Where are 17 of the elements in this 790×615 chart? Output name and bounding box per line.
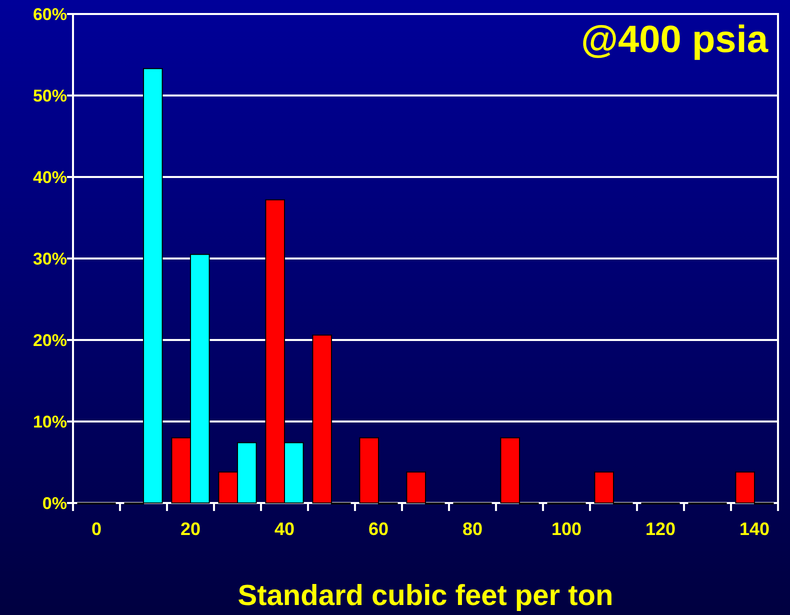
x-tick-label: 120: [645, 519, 676, 539]
y-tick-label: 60%: [32, 4, 67, 24]
y-tick-label: 30%: [32, 249, 67, 268]
y-tick-label: 40%: [32, 168, 67, 187]
x-tick-label: 0: [91, 519, 102, 539]
x-tick-label: 80: [462, 519, 483, 539]
x-tick-label: 60: [368, 519, 389, 539]
x-tick-label: 100: [551, 519, 582, 539]
x-tick-label: 40: [274, 519, 295, 539]
y-tick-label: 0%: [42, 494, 67, 513]
y-tick-label: 50%: [32, 86, 67, 106]
x-axis-title: Standard cubic feet per ton: [238, 580, 614, 612]
x-tick-label: 140: [739, 519, 770, 539]
y-tick-label: 10%: [32, 412, 67, 432]
annotation: @400 psia: [580, 19, 769, 61]
y-tick-label: 20%: [32, 330, 67, 350]
x-tick-label: 20: [180, 519, 201, 539]
